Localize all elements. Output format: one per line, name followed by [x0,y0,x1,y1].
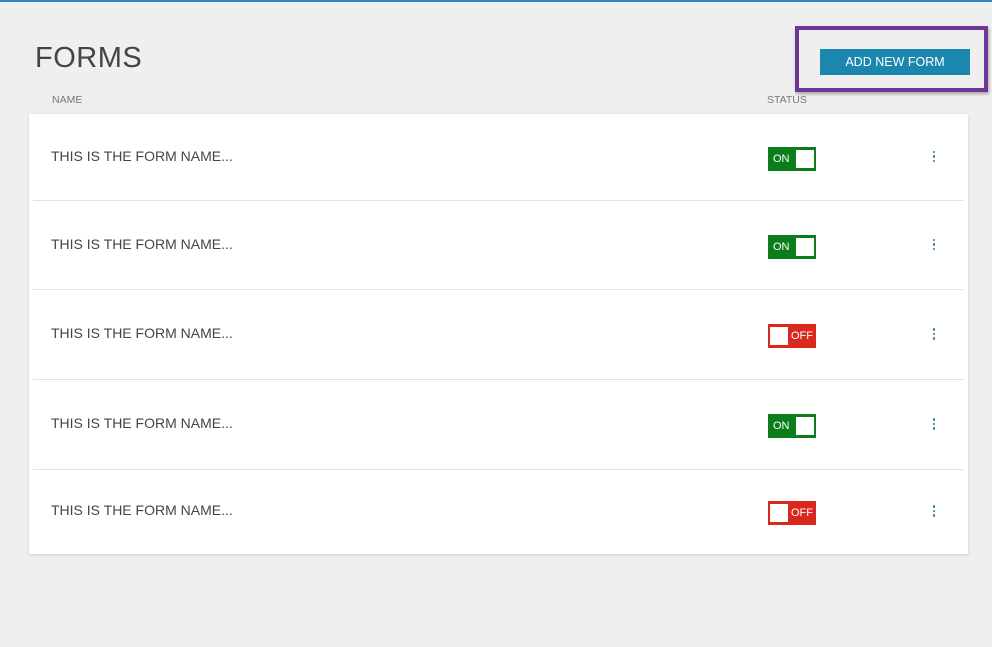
column-header-status: STATUS [767,94,807,106]
status-toggle[interactable]: ON [768,414,816,438]
row-divider [33,469,964,470]
more-vertical-icon[interactable] [930,418,938,430]
forms-list: THIS IS THE FORM NAME... ON THIS IS THE … [29,114,968,554]
row-divider [33,200,964,201]
more-vertical-icon[interactable] [930,150,938,162]
form-name[interactable]: THIS IS THE FORM NAME... [51,147,233,164]
status-toggle[interactable]: OFF [768,501,816,525]
highlight-box [795,26,988,92]
status-toggle[interactable]: ON [768,234,816,259]
form-name[interactable]: THIS IS THE FORM NAME... [51,235,233,252]
form-name[interactable]: THIS IS THE FORM NAME... [51,415,233,431]
more-vertical-icon[interactable] [930,505,938,517]
more-vertical-icon[interactable] [930,328,938,340]
toggle-label: OFF [791,330,813,342]
more-vertical-icon[interactable] [930,238,938,250]
form-row: THIS IS THE FORM NAME... OFF [33,290,964,380]
toggle-label: ON [773,240,790,253]
form-name[interactable]: THIS IS THE FORM NAME... [51,502,233,518]
toggle-knob [796,237,814,256]
toggle-knob [770,327,788,345]
toggle-knob [770,504,788,522]
toggle-knob [796,149,814,168]
page-title: FORMS [35,42,143,74]
row-divider [33,289,964,290]
column-header-name: NAME [52,94,83,106]
toggle-knob [796,417,814,435]
form-row: THIS IS THE FORM NAME... ON [33,114,964,201]
toggle-label: ON [773,420,790,432]
form-row: THIS IS THE FORM NAME... ON [33,201,964,290]
toggle-label: OFF [791,507,813,519]
status-toggle[interactable]: OFF [768,324,816,348]
toggle-label: ON [773,152,790,165]
form-name[interactable]: THIS IS THE FORM NAME... [51,325,233,341]
status-toggle[interactable]: ON [768,146,816,171]
form-row: THIS IS THE FORM NAME... ON [33,380,964,470]
form-row: THIS IS THE FORM NAME... OFF [33,470,964,554]
add-new-form-button[interactable]: ADD NEW FORM [820,49,970,75]
row-divider [33,379,964,380]
